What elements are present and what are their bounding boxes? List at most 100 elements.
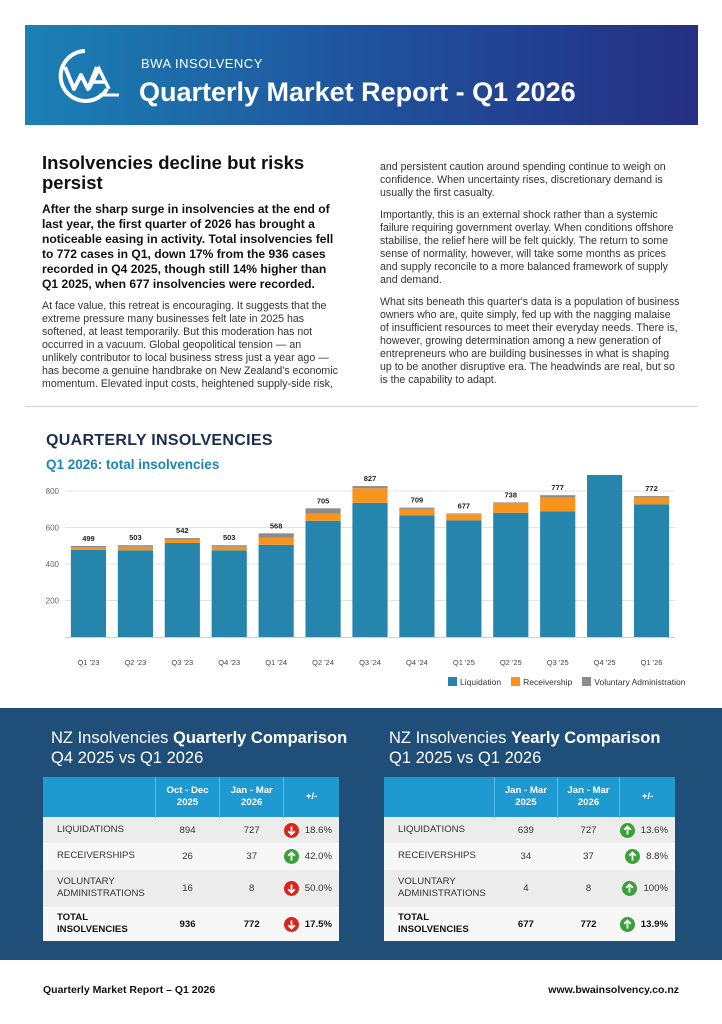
data-label: 738 [505,490,518,499]
bar-segment-liquidation [633,504,670,637]
x-tick-label: Q3 '24 [359,658,381,667]
change-percent: 13.9% [640,918,668,930]
table-row: VOLUNTARY ADMINISTRATIONS 16 8 50.0% [43,868,339,907]
footer-report-name: Quarterly Market Report – Q1 2026 [43,984,216,996]
bar-segment-receivership [258,537,294,545]
footer-website-link[interactable]: www.bwainsolvency.co.nz [548,984,679,996]
bar-segment-voluntary-administration [70,545,107,548]
bar-segment-receivership [493,502,529,513]
data-label: 568 [270,521,283,530]
bar-segment-voluntary-administration [164,538,200,540]
arrow-down-icon [283,880,299,896]
change-percent: 18.6% [304,824,332,836]
yearly-subtitle: Q1 2025 vs Q1 2026 [389,749,542,767]
value-change: 18.6% [283,816,339,843]
bar-segment-receivership [117,546,153,551]
bar-segment-receivership [164,539,200,544]
arrow-up-icon [625,848,641,864]
legend-swatch [511,677,521,686]
quarterly-comparison-heading: NZ Insolvencies Quarterly Comparison Q4 … [51,728,347,768]
bar-segment-liquidation [352,502,388,637]
header-blank [384,777,496,817]
bar-segment-voluntary-administration [399,507,435,509]
x-tick-label: Q2 '24 [312,658,334,667]
value-change: 13.6% [619,816,675,843]
y-tick-label: 200 [46,597,60,606]
value-previous: 894 [155,816,220,843]
bar-segment-liquidation [70,549,107,637]
row-label: LIQUIDATIONS [384,816,495,843]
value-previous: 16 [155,868,220,907]
x-tick-label: Q4 '23 [218,658,240,667]
table-row: LIQUIDATIONS 639 727 13.6% [384,816,675,843]
data-label: 503 [129,533,142,542]
article-left-column: Insolvencies decline but risks persist A… [42,152,338,400]
value-previous: 677 [494,906,558,941]
bar-segment-voluntary-administration [211,545,247,547]
yearly-title-bold: Yearly Comparison [510,729,661,747]
bwa-logo [49,45,121,107]
x-tick-label: Q1 '25 [453,658,475,667]
value-current: 37 [557,842,620,869]
row-label: TOTAL INSOLVENCIES [384,906,495,941]
bar-segment-liquidation [446,520,482,637]
arrow-up-icon [622,880,638,896]
value-current: 772 [219,906,284,941]
article-paragraph-1: At face value, this retreat is encouragi… [42,299,338,390]
header-col-previous: Jan - Mar 2025 [494,777,558,817]
legend-label: Receivership [523,677,573,687]
table-row: RECEIVERSHIPS 34 37 8.8% [384,842,675,869]
brand-name: BWA INSOLVENCY [141,56,263,71]
bar-segment-liquidation [117,550,153,637]
bar-segment-voluntary-administration [493,502,529,503]
quarterly-title-bold: Quarterly Comparison [172,729,348,747]
yearly-title-light: NZ Insolvencies [389,729,507,747]
change-percent: 8.8% [646,850,668,862]
value-change: 50.0% [283,868,339,907]
bar-segment-voluntary-administration [633,496,670,498]
yearly-comparison-heading: NZ Insolvencies Yearly Comparison Q1 202… [389,728,660,768]
legend-label: Liquidation [460,677,502,687]
bar-segment-receivership [399,508,435,516]
divider [25,406,698,407]
header-col-current: Jan - Mar 2026 [557,777,621,817]
value-current: 37 [219,842,284,869]
bar-segment-voluntary-administration [258,533,294,538]
row-label: VOLUNTARY ADMINISTRATIONS [384,868,495,907]
bar-segment-voluntary-administration [540,495,576,498]
value-current: 772 [557,906,620,941]
data-label: 709 [411,496,424,505]
bar-segment-voluntary-administration [446,513,482,515]
x-tick-label: Q2 '25 [500,658,522,667]
arrow-down-icon [283,822,299,838]
value-change: 100% [619,868,675,907]
value-previous: 639 [494,816,558,843]
arrow-up-icon [283,848,299,864]
value-change: 42.0% [283,842,339,869]
row-label: RECEIVERSHIPS [384,842,495,869]
y-tick-label: 600 [46,524,60,533]
data-label: 542 [176,526,189,535]
y-tick-label: 400 [46,560,60,569]
article-headline: Insolvencies decline but risks persist [42,152,305,194]
arrow-up-icon [619,822,635,838]
value-previous: 936 [155,906,220,941]
chart-legend: Liquidation Receivership Voluntary Adminis… [448,677,695,687]
article-paragraph-3: Importantly, this is an external shock r… [380,209,674,286]
article-paragraph-4: What sits beneath this quarter's data is… [380,296,680,386]
bar-segment-receivership [211,546,247,551]
value-previous: 4 [494,868,558,907]
data-label: 503 [223,533,236,542]
x-tick-label: Q4 '25 [594,658,616,667]
value-current: 727 [557,816,620,843]
y-tick-label: 800 [46,487,60,496]
legend-item: Receivership [511,677,572,687]
insolvencies-chart: 200 400 600 800 499 Q1 '23 503 Q2 '23 542 Q3 '23 5… [46,475,675,667]
row-label: VOLUNTARY ADMINISTRATIONS [43,868,156,907]
value-current: 8 [557,868,620,907]
arrow-up-icon [619,916,635,932]
chart-subtitle: Q1 2026: total insolvencies [46,457,220,472]
article-lead: After the sharp surge in insolvencies at… [42,201,334,291]
bar-segment-liquidation [258,544,294,637]
change-percent: 100% [643,882,668,894]
